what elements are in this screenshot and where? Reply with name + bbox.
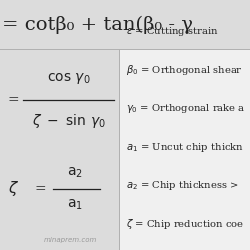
Text: $\zeta$: $\zeta$ (8, 179, 18, 198)
Text: minaprem.com: minaprem.com (43, 237, 97, 243)
Bar (0, 0, 250, 49)
Text: $\varepsilon$ = Cutting strain: $\varepsilon$ = Cutting strain (126, 25, 219, 38)
Text: =: = (8, 93, 19, 107)
Text: $\mathrm{cos}\ \gamma_0$: $\mathrm{cos}\ \gamma_0$ (47, 71, 90, 86)
Text: = cotβ₀ + tan(β₀ - γ: = cotβ₀ + tan(β₀ - γ (2, 15, 194, 34)
Text: $\zeta$ = Chip reduction coe: $\zeta$ = Chip reduction coe (126, 217, 244, 231)
Text: =: = (35, 182, 46, 196)
Bar (0, 49, 119, 250)
Text: $a_2$ = Chip thickness >: $a_2$ = Chip thickness > (126, 178, 239, 192)
Text: $\mathrm{a}_2$: $\mathrm{a}_2$ (67, 165, 83, 180)
Text: $\mathrm{a}_1$: $\mathrm{a}_1$ (67, 198, 83, 212)
Text: $a_1$ = Uncut chip thickn: $a_1$ = Uncut chip thickn (126, 141, 244, 154)
Text: $\zeta\ -\ \mathrm{sin}\ \gamma_0$: $\zeta\ -\ \mathrm{sin}\ \gamma_0$ (32, 112, 106, 130)
Bar (119, 49, 250, 250)
Text: $\beta_0$ = Orthogonal shear: $\beta_0$ = Orthogonal shear (126, 63, 243, 77)
Text: $\gamma_0$ = Orthogonal rake a: $\gamma_0$ = Orthogonal rake a (126, 102, 246, 115)
